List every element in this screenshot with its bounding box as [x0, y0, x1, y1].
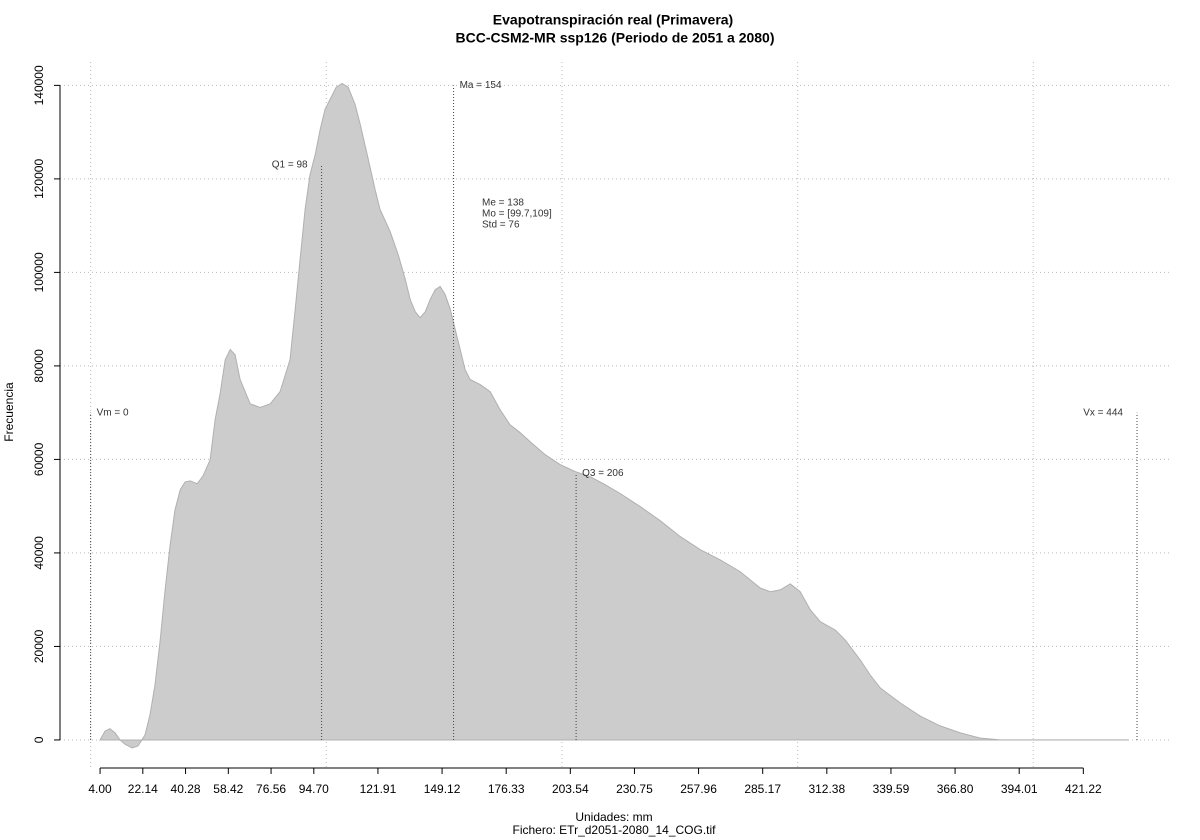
y-axis-label: Frecuencia — [2, 382, 16, 442]
x-tick-label: 149.12 — [424, 782, 461, 796]
x-tick-label: 22.14 — [128, 782, 158, 796]
y-tick-label: 100000 — [32, 252, 46, 292]
x-tick-label: 40.28 — [171, 782, 201, 796]
x-tick-label: 4.00 — [88, 782, 112, 796]
x-tick-label: 176.33 — [488, 782, 525, 796]
marker-label: Q1 = 98 — [272, 160, 308, 171]
x-tick-label: 394.01 — [1001, 782, 1038, 796]
x-tick-label: 76.56 — [256, 782, 286, 796]
density-area — [99, 82, 1129, 749]
x-tick-label: 230.75 — [616, 782, 653, 796]
chart-title: Evapotranspiración real (Primavera) — [493, 12, 733, 28]
marker-label: Ma = 154 — [460, 80, 502, 91]
x-tick-label: 203.54 — [552, 782, 589, 796]
stat-label: Mo = [99.7,109] — [482, 209, 552, 220]
marker-label: Q3 = 206 — [582, 468, 624, 479]
y-tick-label: 140000 — [32, 65, 46, 105]
x-tick-label: 421.22 — [1065, 782, 1102, 796]
x-tick-label: 121.91 — [360, 782, 397, 796]
x-tick-label: 312.38 — [808, 782, 845, 796]
x-tick-label: 339.59 — [873, 782, 910, 796]
stat-label: Std = 76 — [482, 220, 520, 231]
y-tick-label: 120000 — [32, 159, 46, 199]
stat-label: Me = 138 — [482, 198, 524, 209]
y-tick-label: 80000 — [32, 349, 46, 383]
y-tick-label: 60000 — [32, 442, 46, 476]
marker-label: Vx = 444 — [1083, 407, 1123, 418]
footer: Fichero: ETr_d2051-2080_14_COG.tif — [513, 823, 717, 837]
x-tick-label: 257.96 — [680, 782, 717, 796]
y-tick-label: 0 — [32, 736, 46, 743]
x-tick-label: 58.42 — [213, 782, 243, 796]
x-tick-label: 285.17 — [744, 782, 781, 796]
marker-label: Vm = 0 — [97, 407, 129, 418]
x-axis-label: Unidades: mm — [575, 810, 652, 824]
y-tick-label: 40000 — [32, 536, 46, 570]
y-tick-label: 20000 — [32, 629, 46, 663]
x-tick-label: 366.80 — [937, 782, 974, 796]
x-tick-label: 94.70 — [299, 782, 329, 796]
chart-subtitle: BCC-CSM2-MR ssp126 (Periodo de 2051 a 20… — [456, 30, 775, 46]
